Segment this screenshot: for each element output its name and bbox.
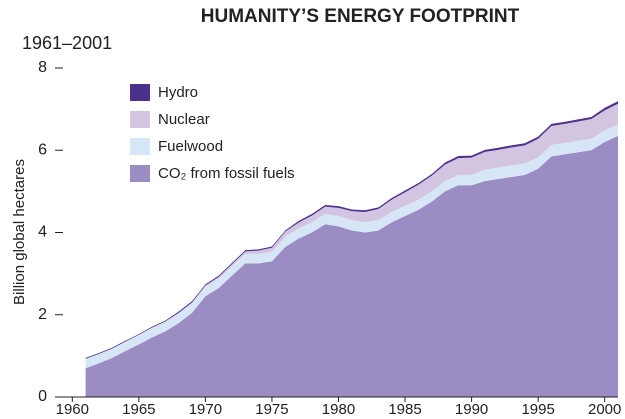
legend-swatch [130,84,150,101]
area [85,103,618,359]
legend-swatch [130,138,150,155]
area [85,124,618,369]
x-tick-label: 2000 [588,401,621,418]
chart-title: HUMANITY’S ENERGY FOOTPRINT [201,6,520,27]
y-tick-label: 2 [38,306,47,323]
legend-label: Hydro [158,84,198,101]
x-tick-label: 1960 [56,401,89,418]
legend-label: Nuclear [158,111,210,128]
x-tick-label: 1980 [322,401,355,418]
x-tick-label: 1985 [388,401,421,418]
y-tick-label: 8 [38,59,47,76]
y-tick-label: 6 [38,141,47,158]
legend-label: Fuelwood [158,138,223,155]
y-tick-label: 0 [38,388,47,405]
area [85,135,618,397]
x-tick-label: 1975 [255,401,288,418]
x-tick-label: 1995 [521,401,554,418]
chart-subtitle: 1961–2001 [22,33,112,53]
x-tick-label: 1990 [455,401,488,418]
legend-label: CO₂ from fossil fuels [158,165,295,182]
x-tick-label: 1970 [189,401,222,418]
y-tick-label: 4 [38,224,47,241]
x-tick-label: 1965 [122,401,155,418]
legend-swatch [130,165,150,182]
legend-swatch [130,111,150,128]
y-axis-label: Billion global hectares [11,159,28,305]
